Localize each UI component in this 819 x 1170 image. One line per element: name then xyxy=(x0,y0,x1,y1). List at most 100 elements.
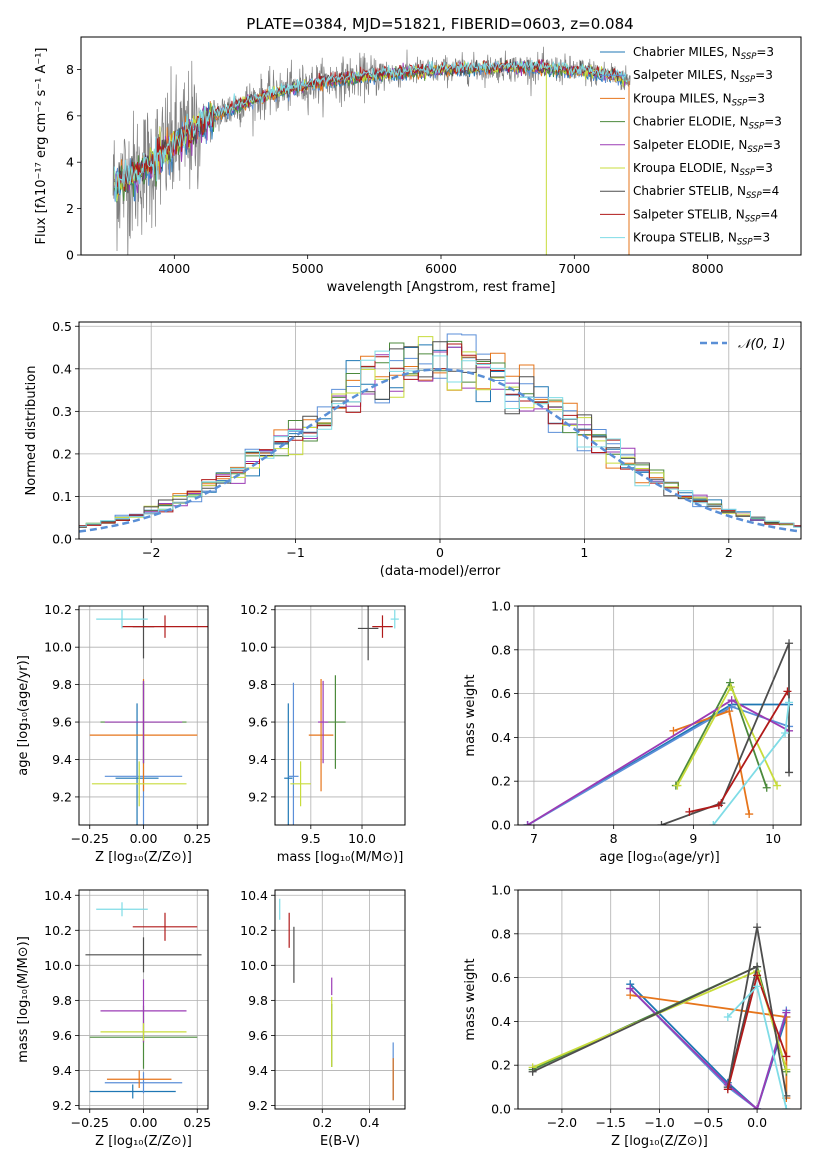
legend-label: Salpeter MILES, NSSP=3 xyxy=(633,68,773,85)
age_vs_mass-panel: 9.5 10.0 9.2 9.4 9.6 9.8 10.0 10.2 mass [log₁₀(M… xyxy=(240,602,406,865)
x-tick-label: 0.4 xyxy=(360,1115,380,1130)
mass_vs_EBV-panel: 0.2 0.4 9.2 9.4 9.6 9.8 10.0 10.2 10.4 E(B-V) xyxy=(240,888,406,1149)
weight-marker xyxy=(669,726,678,735)
weight-marker xyxy=(781,729,790,738)
y-axis-label: age [log₁₀(age/yr)] xyxy=(16,655,31,776)
model-spectrum-line xyxy=(113,59,628,202)
weight-marker xyxy=(785,768,794,777)
y-tick-label: 9.4 xyxy=(248,1063,268,1078)
y-axis-label: mass weight xyxy=(463,674,478,756)
y-tick-label: 10.4 xyxy=(44,888,72,903)
weight-lines xyxy=(528,923,791,1109)
weight-marker xyxy=(723,1013,732,1022)
weight-line xyxy=(527,703,789,825)
x-axis-label: (data-model)/error xyxy=(380,564,501,579)
y-tick-label: 10.2 xyxy=(44,602,72,617)
weight-marker xyxy=(785,639,794,648)
weight-marker xyxy=(626,984,635,993)
legend-label: Kroupa MILES, NSSP=3 xyxy=(633,91,765,108)
weight-marker xyxy=(528,1067,537,1076)
y-tick-label: 9.2 xyxy=(248,1098,268,1113)
y-tick-label: 0.2 xyxy=(52,446,72,461)
residual-histogram xyxy=(79,344,801,528)
weight-line xyxy=(676,685,778,787)
weight-marker xyxy=(726,678,735,687)
legend-label: Chabrier STELIB, NSSP=4 xyxy=(633,184,779,201)
axes-frame xyxy=(78,605,209,826)
x-tick-label: −0.25 xyxy=(71,831,109,846)
weight-marker xyxy=(726,683,735,692)
x-tick-label: 8 xyxy=(610,831,618,846)
y-tick-label: 10.0 xyxy=(240,640,268,655)
errorbars xyxy=(284,606,399,825)
weight-marker xyxy=(782,1052,791,1061)
x-tick-label: 0 xyxy=(436,545,444,560)
axes-frame xyxy=(274,605,406,826)
weight_vs_Z-panel: −2.0 −1.5 −1.0 −0.5 0.0 0.0 0.2 0.4 0.6 0.8 1.0 Z [… xyxy=(463,883,802,1149)
y-tick-label: 9.8 xyxy=(248,993,268,1008)
y-tick-label: 9.4 xyxy=(52,752,72,767)
axes-frame xyxy=(517,605,802,826)
histograms xyxy=(79,333,801,533)
y-tick-label: 1.0 xyxy=(491,883,511,898)
observed-spectrum-line xyxy=(112,46,631,255)
x-tick-label: 8000 xyxy=(692,261,724,276)
errorbars xyxy=(89,606,208,825)
y-tick-label: 10.0 xyxy=(44,958,72,973)
x-tick-label: 2 xyxy=(725,545,733,560)
x-tick-label: −2 xyxy=(142,545,160,560)
x-tick-label: 4000 xyxy=(158,261,190,276)
y-axis-label: Normed distribution xyxy=(24,366,39,496)
weight-marker xyxy=(685,807,694,816)
y-tick-label: 0.0 xyxy=(491,818,511,833)
axes-frame xyxy=(78,889,209,1110)
y-tick-label: 0.5 xyxy=(52,319,72,334)
legend-label: Salpeter STELIB, NSSP=4 xyxy=(633,207,778,224)
weight-marker xyxy=(523,821,532,825)
x-tick-label: 7 xyxy=(530,831,538,846)
y-tick-label: 10.0 xyxy=(240,958,268,973)
x-tick-label: 0.00 xyxy=(130,831,158,846)
y-tick-label: 10.4 xyxy=(240,888,268,903)
weight-line xyxy=(629,987,788,1109)
weight-marker xyxy=(782,1105,791,1109)
weight-marker xyxy=(723,1085,732,1094)
residuals-panel: −2 −1 0 1 2 0.0 0.1 0.2 0.3 0.4 0.5 (data-model)/er… xyxy=(24,319,802,579)
legend-label: Chabrier ELODIE, NSSP=3 xyxy=(633,115,782,132)
x-tick-label: −2.0 xyxy=(547,1115,577,1130)
axes-frame xyxy=(517,889,802,1110)
x-tick-label: 6000 xyxy=(425,261,457,276)
x-tick-label: 0.00 xyxy=(130,1115,158,1130)
y-tick-label: 9.6 xyxy=(52,1028,72,1043)
axes-frame xyxy=(78,321,802,540)
x-tick-label: 10.0 xyxy=(348,831,376,846)
spectrum-lines xyxy=(112,46,631,255)
x-tick-label: 0.25 xyxy=(183,1115,211,1130)
spectrum-legend: Chabrier MILES, NSSP=3 Salpeter MILES, NS… xyxy=(600,45,782,248)
y-tick-label: 10.0 xyxy=(44,640,72,655)
legend-label: Salpeter ELODIE, NSSP=3 xyxy=(633,138,781,155)
panels: 4000 5000 6000 7000 8000 0 2 4 6 8 wavelength [Ang… xyxy=(16,36,802,1149)
x-tick-label: 1 xyxy=(580,545,588,560)
y-tick-label: 9.6 xyxy=(52,715,72,730)
y-tick-label: 9.6 xyxy=(248,715,268,730)
x-axis-label: Z [log₁₀(Z/Z⊙)] xyxy=(95,1134,192,1149)
y-tick-label: 9.2 xyxy=(52,789,72,804)
x-tick-label: −0.5 xyxy=(693,1115,723,1130)
x-axis-label: age [log₁₀(age/yr)] xyxy=(599,850,720,865)
x-tick-label: −1 xyxy=(286,545,304,560)
weight_vs_age-panel: 7 8 9 10 0.0 0.2 0.4 0.6 0.8 1.0 age [log₁₀(age/yr… xyxy=(463,599,802,865)
x-tick-label: 5000 xyxy=(292,261,324,276)
legend-label: 𝒩(0, 1) xyxy=(738,337,785,352)
y-axis-label: Flux [fλ10⁻¹⁷ erg cm⁻² s⁻¹ A⁻¹] xyxy=(34,48,49,245)
age_vs_Z-panel: −0.25 0.00 0.25 9.2 9.4 9.6 9.8 10.0 10.2 Z [log₁… xyxy=(16,602,211,865)
spectrum-panel: 4000 5000 6000 7000 8000 0 2 4 6 8 wavelength [Ang… xyxy=(34,36,802,295)
weight-marker xyxy=(753,1105,762,1109)
y-tick-label: 10.2 xyxy=(240,923,268,938)
y-tick-label: 0.0 xyxy=(491,1102,511,1117)
x-axis-label: Z [log₁₀(Z/Z⊙)] xyxy=(95,850,192,865)
weight-marker xyxy=(714,801,723,810)
errorbars xyxy=(85,902,202,1099)
y-tick-label: 9.4 xyxy=(248,752,268,767)
